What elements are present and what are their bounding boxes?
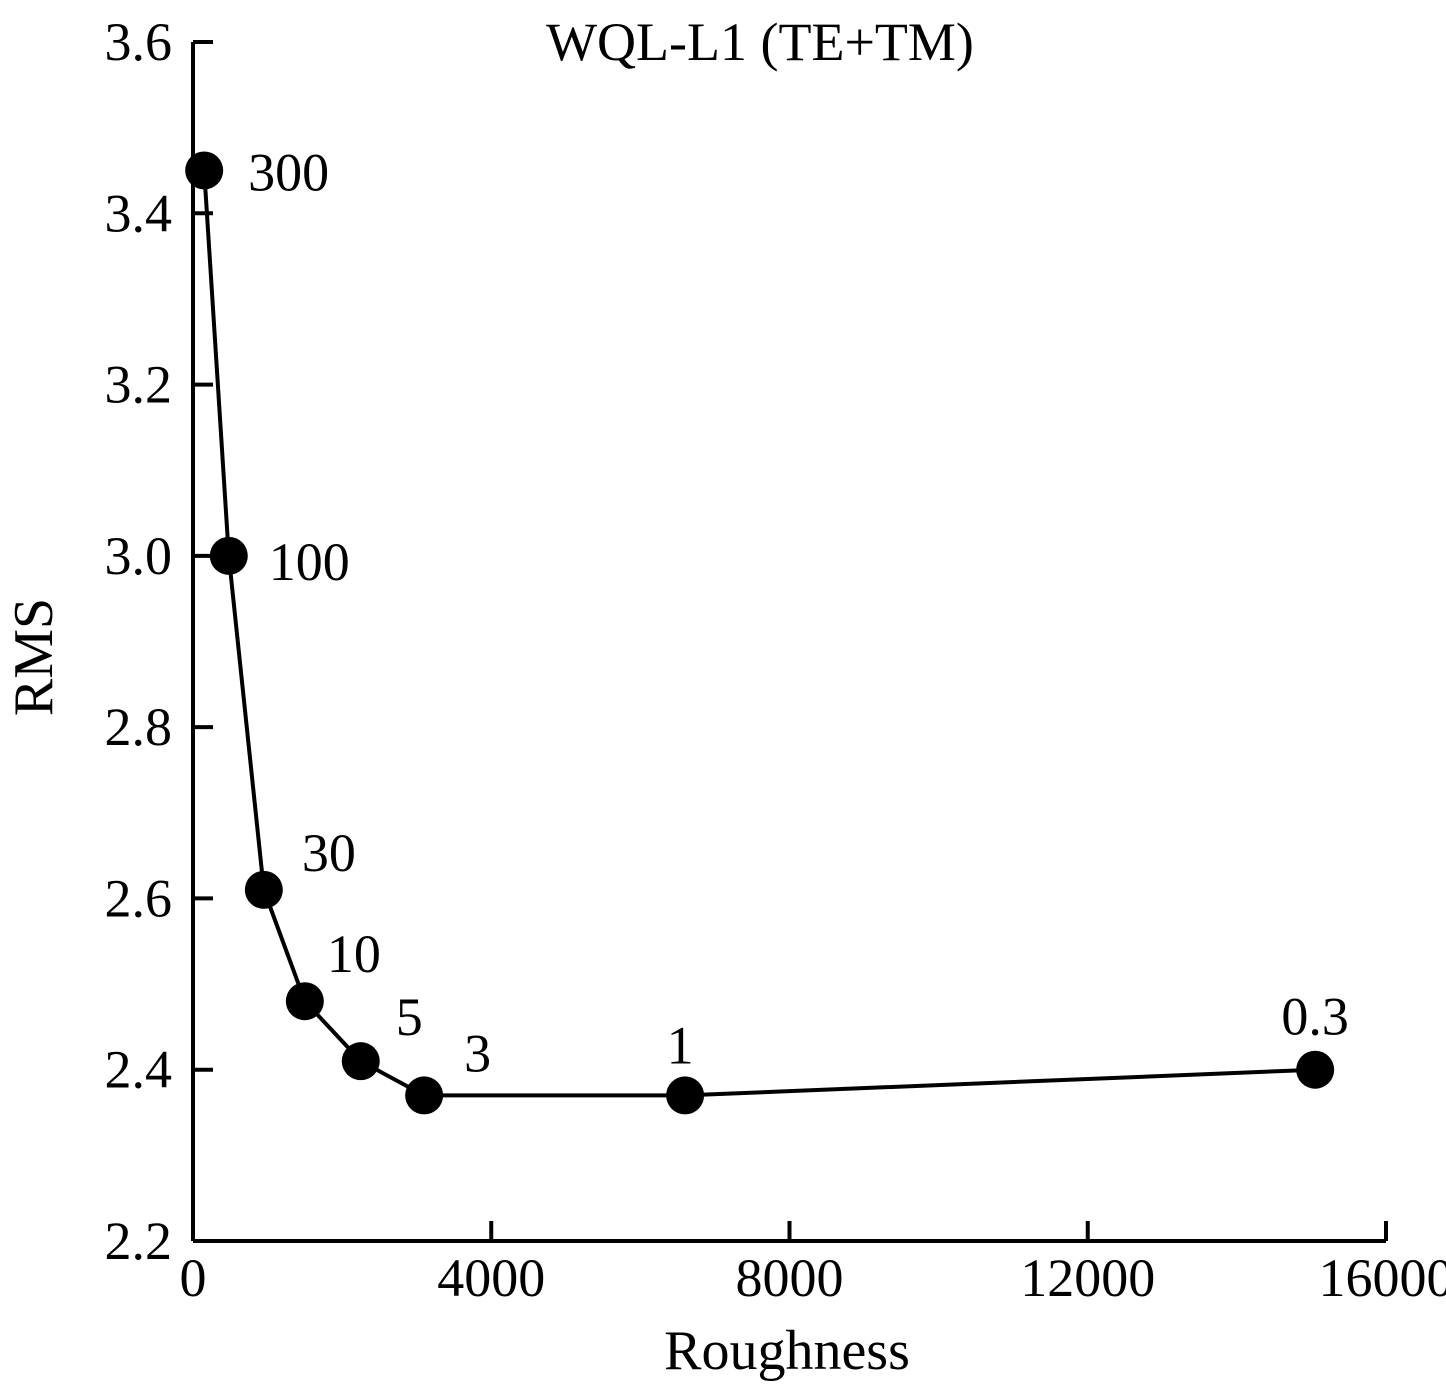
point-label: 3 — [464, 1023, 491, 1083]
x-tick-label: 8000 — [736, 1248, 844, 1308]
point-label: 1 — [667, 1015, 694, 1075]
chart-title: WQL-L1 (TE+TM) — [546, 12, 974, 72]
x-tick-label: 16000 — [1319, 1248, 1446, 1308]
data-point — [666, 1076, 705, 1115]
point-label: 300 — [248, 142, 329, 202]
y-axis-title: RMS — [3, 598, 65, 716]
data-point — [244, 870, 283, 909]
point-label: 0.3 — [1281, 987, 1349, 1047]
y-tick-label: 3.0 — [105, 526, 173, 586]
y-tick-label: 3.4 — [105, 183, 173, 243]
y-tick-label: 3.6 — [105, 12, 173, 72]
data-point — [185, 151, 224, 190]
data-point — [405, 1076, 444, 1115]
x-ticks: 0 4000 8000 12000 16000 — [180, 1221, 1446, 1308]
data-point — [209, 536, 248, 575]
data-point — [285, 982, 324, 1021]
x-tick-label: 4000 — [437, 1248, 545, 1308]
x-axis-title: Roughness — [664, 1320, 910, 1382]
y-tick-label: 2.4 — [105, 1040, 173, 1100]
series-line — [202, 170, 1316, 1098]
y-tick-label: 2.6 — [105, 868, 173, 928]
point-label: 100 — [269, 532, 350, 592]
data-point — [341, 1042, 380, 1081]
point-label: 30 — [302, 823, 356, 883]
data-point — [1296, 1050, 1335, 1089]
y-tick-label: 2.2 — [105, 1211, 173, 1271]
y-tick-label: 3.2 — [105, 355, 173, 415]
x-tick-label: 0 — [180, 1248, 207, 1308]
x-tick-label: 12000 — [1020, 1248, 1155, 1308]
series-markers — [185, 151, 1335, 1115]
point-label: 5 — [396, 987, 423, 1047]
y-tick-label: 2.8 — [105, 697, 173, 757]
point-label: 10 — [327, 924, 381, 984]
y-ticks: 2.2 2.4 2.6 2.8 3.0 3.2 3.4 3.6 — [105, 12, 213, 1271]
